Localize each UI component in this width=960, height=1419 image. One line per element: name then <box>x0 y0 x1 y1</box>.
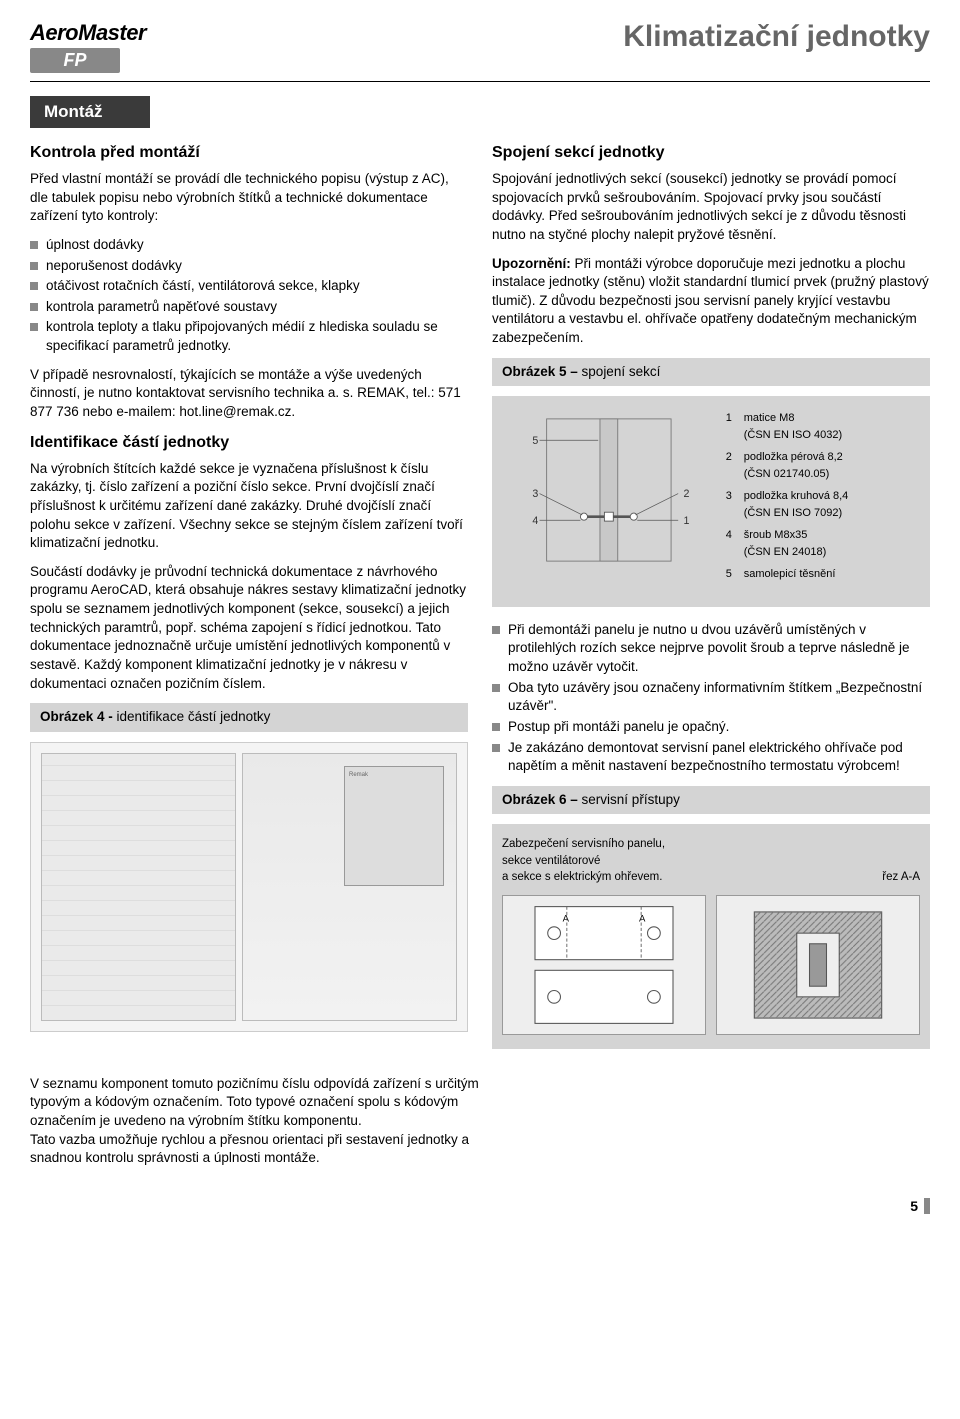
figure-label: Obrázek 4 - <box>40 709 117 724</box>
logo-text-bottom: FP <box>30 48 120 73</box>
figure-5-legend: 1 matice M8 (ČSN EN ISO 4032) 2 podložka pé… <box>726 410 920 589</box>
figure-6-diagram: A A <box>502 895 920 1035</box>
legend-row: 1 matice M8 (ČSN EN ISO 4032) <box>726 410 920 443</box>
paragraph: Součástí dodávky je průvodní technická d… <box>30 563 468 693</box>
check-list: úplnost dodávky neporušenost dodávky otá… <box>30 236 468 356</box>
paragraph: Na výrobních štítcích každé sekce je vyz… <box>30 460 468 553</box>
bottom-paragraph: V seznamu komponent tomuto pozičnímu čís… <box>30 1075 480 1168</box>
legend-num: 1 <box>726 410 736 443</box>
list-item: Postup při montáži panelu je opačný. <box>492 718 930 737</box>
figure-6: Zabezpečení servisního panelu, sekce ven… <box>492 824 930 1048</box>
nameplate-icon: Remak <box>344 766 444 886</box>
figure-4-caption: Obrázek 4 - identifikace částí jednotky <box>30 703 468 732</box>
paragraph: Spojování jednotlivých sekcí (sousekcí) … <box>492 170 930 245</box>
figure-5-caption: Obrázek 5 – spojení sekcí <box>492 358 930 387</box>
legend-num: 4 <box>726 527 736 560</box>
figure-title: identifikace částí jednotky <box>117 709 271 724</box>
figure-title: servisní přístupy <box>582 792 680 807</box>
paragraph: Upozornění: Při montáži výrobce doporuču… <box>492 255 930 348</box>
legend-text: podložka pérová 8,2 <box>744 451 843 463</box>
legend-num: 2 <box>726 449 736 482</box>
legend-sub: (ČSN 021740.05) <box>744 468 830 480</box>
legend-sub: (ČSN EN 24018) <box>744 546 827 558</box>
notes-list: Při demontáži panelu je nutno u dvou uzá… <box>492 621 930 776</box>
caption-line: Zabezpečení servisního panelu, <box>502 838 665 850</box>
list-item: úplnost dodávky <box>30 236 468 255</box>
list-item: kontrola parametrů napěťové soustavy <box>30 298 468 317</box>
figure-4-diagram: Remak <box>30 742 468 1032</box>
left-column: Kontrola před montáží Před vlastní montá… <box>30 142 468 1049</box>
list-item: kontrola teploty a tlaku připojovaných m… <box>30 318 468 355</box>
list-item: Je zakázáno demontovat servisní panel el… <box>492 739 930 776</box>
warning-label: Upozornění: <box>492 256 571 271</box>
heading-spojeni: Spojení sekcí jednotky <box>492 142 930 164</box>
page-title: Klimatizační jednotky <box>623 20 930 54</box>
figure-6-caption: Obrázek 6 – servisní přístupy <box>492 786 930 815</box>
legend-row: 5 samolepicí těsnění <box>726 566 920 583</box>
svg-text:3: 3 <box>532 488 538 500</box>
legend-row: 3 podložka kruhová 8,4 (ČSN EN ISO 7092) <box>726 488 920 521</box>
section-view-label: řez A-A <box>882 869 920 885</box>
figure-label: Obrázek 6 – <box>502 792 582 807</box>
legend-sub: (ČSN EN ISO 7092) <box>744 507 842 519</box>
legend-text: podložka kruhová 8,4 <box>744 490 849 502</box>
figure-title: spojení sekcí <box>582 364 661 379</box>
caption-line: a sekce s elektrickým ohřevem. <box>502 871 662 883</box>
list-item: otáčivost rotačních částí, ventilátorová… <box>30 277 468 296</box>
svg-text:5: 5 <box>532 435 538 447</box>
divider <box>30 81 930 82</box>
list-item: Oba tyto uzávěry jsou označeny informati… <box>492 679 930 716</box>
logo-text-top: AeroMaster <box>30 20 146 46</box>
caption-line: sekce ventilátorové <box>502 855 600 867</box>
legend-text: šroub M8x35 <box>744 529 808 541</box>
legend-num: 3 <box>726 488 736 521</box>
legend-row: 4 šroub M8x35 (ČSN EN 24018) <box>726 527 920 560</box>
svg-text:A: A <box>639 913 646 924</box>
brand-logo: AeroMaster FP <box>30 20 146 73</box>
svg-text:1: 1 <box>684 515 690 527</box>
svg-text:4: 4 <box>532 515 538 527</box>
right-column: Spojení sekcí jednotky Spojování jednotl… <box>492 142 930 1049</box>
paragraph: Před vlastní montáží se provádí dle tech… <box>30 170 468 226</box>
list-item: Při demontáži panelu je nutno u dvou uzá… <box>492 621 930 677</box>
svg-text:A: A <box>563 913 570 924</box>
figure-5: 5 3 4 2 1 1matice M8(ČSN EN ISO 4032) 2p… <box>492 396 930 607</box>
legend-text: matice M8 <box>744 412 795 424</box>
figure-6-subcaption: Zabezpečení servisního panelu, sekce ven… <box>502 836 665 884</box>
legend-sub: (ČSN EN ISO 4032) <box>744 429 842 441</box>
heading-kontrola: Kontrola před montáží <box>30 142 468 164</box>
heading-identifikace: Identifikace částí jednotky <box>30 432 468 454</box>
svg-text:2: 2 <box>684 488 690 500</box>
figure-5-diagram: 5 3 4 2 1 <box>502 410 716 589</box>
legend-row: 2 podložka pérová 8,2 (ČSN 021740.05) <box>726 449 920 482</box>
page-number: 5 <box>30 1198 930 1214</box>
figure-label: Obrázek 5 – <box>502 364 582 379</box>
paragraph: V případě nesrovnalostí, týkajících se m… <box>30 366 468 422</box>
list-item: neporušenost dodávky <box>30 257 468 276</box>
legend-num: 5 <box>726 566 736 583</box>
section-heading: Montáž <box>30 96 150 128</box>
legend-text: samolepicí těsnění <box>744 568 836 580</box>
